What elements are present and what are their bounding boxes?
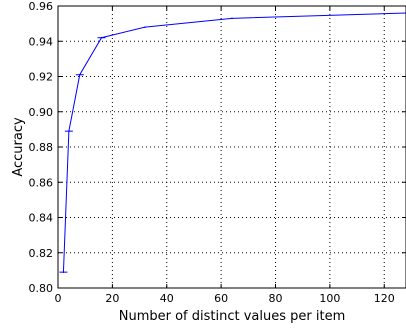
x-tick-label: 80	[269, 292, 283, 305]
y-tick-label: 0.80	[29, 282, 54, 295]
x-axis-label: Number of distinct values per item	[119, 309, 346, 324]
data-point	[68, 130, 70, 132]
tick-labels: 0 20 40 60 80 100 120 0.80 0.82 0.84 0.86 0.88 0.90 0…	[29, 0, 395, 305]
data-point	[144, 26, 146, 28]
y-tick-label: 0.88	[29, 141, 54, 154]
series-layer	[59, 12, 406, 273]
accuracy-series-line	[62, 12, 406, 273]
x-tick-label: 100	[319, 292, 340, 305]
grid-lines	[58, 6, 406, 288]
tick-marks	[57, 5, 406, 289]
y-tick-label: 0.86	[29, 176, 54, 189]
data-point	[231, 17, 233, 20]
data-point	[100, 36, 103, 39]
data-point	[78, 73, 81, 76]
y-tick-label: 0.84	[29, 212, 54, 225]
x-tick-label: 20	[105, 292, 119, 305]
y-tick-label: 0.90	[29, 106, 54, 119]
y-tick-label: 0.82	[29, 247, 54, 260]
y-tick-label: 0.94	[29, 35, 54, 48]
y-tick-label: 0.92	[29, 71, 54, 84]
y-axis-label: Accuracy	[11, 117, 26, 177]
x-tick-label: 120	[374, 292, 395, 305]
y-tick-label: 0.96	[29, 0, 54, 13]
x-tick-label: 60	[214, 292, 228, 305]
x-tick-label: 0	[55, 292, 62, 305]
x-tick-label: 40	[160, 292, 174, 305]
data-point	[62, 271, 65, 273]
